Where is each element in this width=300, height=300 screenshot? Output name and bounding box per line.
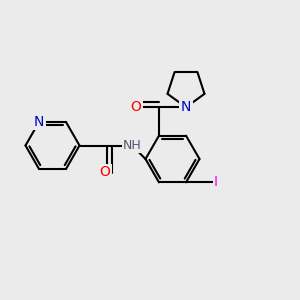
- Text: N: N: [181, 100, 191, 114]
- Text: O: O: [130, 100, 142, 114]
- Text: I: I: [214, 176, 218, 189]
- Text: O: O: [100, 166, 110, 179]
- Text: NH: NH: [123, 139, 142, 152]
- Text: N: N: [34, 115, 44, 129]
